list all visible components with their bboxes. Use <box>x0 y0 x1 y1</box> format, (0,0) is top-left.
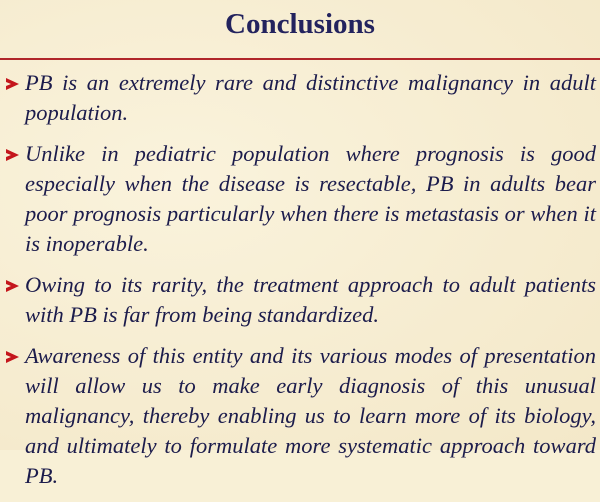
title-divider <box>0 58 600 60</box>
arrow-bullet-icon <box>6 351 19 363</box>
bullet-text: Unlike in pediatric population where pro… <box>25 141 596 256</box>
slide-background <box>0 0 600 450</box>
arrow-bullet-icon <box>6 78 19 90</box>
bullet-list: PB is an extremely rare and distinctive … <box>6 68 596 502</box>
arrow-bullet-icon <box>6 149 19 161</box>
arrow-bullet-icon <box>6 280 19 292</box>
bullet-text: PB is an extremely rare and distinctive … <box>25 70 596 125</box>
bullet-item: Awareness of this entity and its various… <box>6 341 596 491</box>
bullet-item: PB is an extremely rare and distinctive … <box>6 68 596 128</box>
bullet-item: Owing to its rarity, the treatment appro… <box>6 270 596 330</box>
bullet-text: Awareness of this entity and its various… <box>25 343 596 488</box>
bullet-text: Owing to its rarity, the treatment appro… <box>25 272 596 327</box>
bullet-item: Unlike in pediatric population where pro… <box>6 139 596 259</box>
slide-title: Conclusions <box>225 8 375 40</box>
